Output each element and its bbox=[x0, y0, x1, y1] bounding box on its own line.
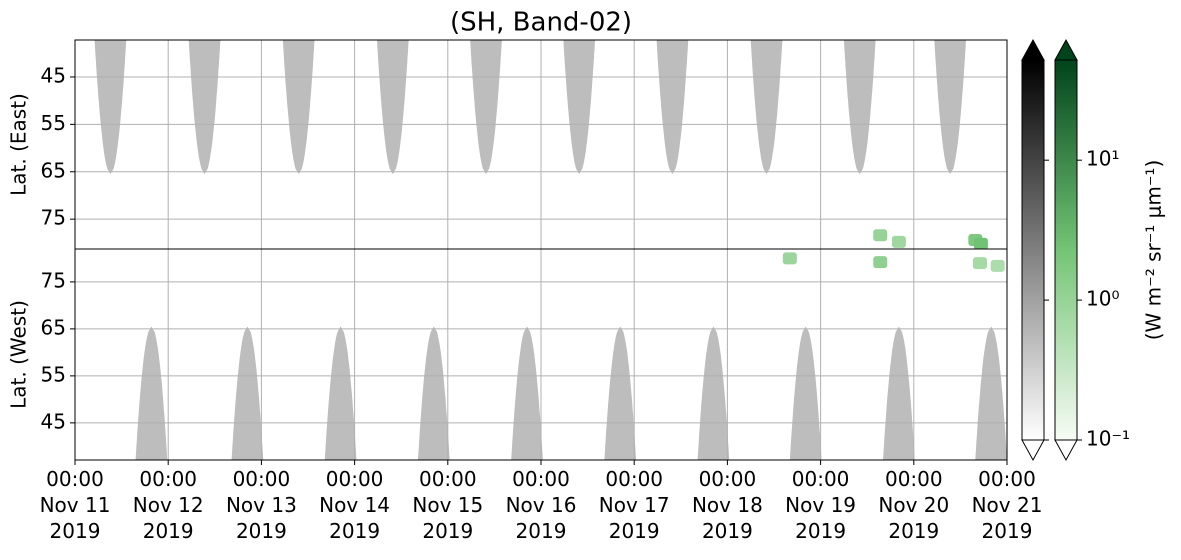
lobe bbox=[231, 326, 264, 460]
x-tick-label: 00:00 Nov 20 2019 bbox=[878, 467, 949, 543]
colorbar-extend-bottom bbox=[1054, 439, 1078, 462]
colorbar-frame bbox=[1054, 59, 1078, 441]
x-tick-label: 00:00 Nov 12 2019 bbox=[133, 467, 204, 543]
colorbar-extend-top bbox=[1054, 38, 1078, 61]
y-tick-label: 55 bbox=[41, 111, 66, 135]
lobe bbox=[135, 326, 168, 460]
lobe bbox=[282, 40, 315, 175]
y-tick-label: 65 bbox=[41, 315, 66, 339]
lobe bbox=[934, 40, 966, 175]
colorbar-tick-label: 10¹ bbox=[1086, 147, 1119, 171]
lobe bbox=[94, 40, 127, 175]
x-tick-label: 00:00 Nov 14 2019 bbox=[319, 467, 390, 543]
y-axis-label: Lat. (West) bbox=[7, 300, 31, 409]
green-cell bbox=[891, 235, 906, 248]
lobe bbox=[563, 40, 596, 175]
x-tick-label: 00:00 Nov 18 2019 bbox=[692, 467, 763, 543]
y-tick-label: 55 bbox=[41, 362, 66, 386]
x-tick-label: 00:00 Nov 17 2019 bbox=[599, 467, 670, 543]
lobe bbox=[843, 40, 876, 175]
x-tick-label: 00:00 Nov 13 2019 bbox=[226, 467, 297, 543]
y-tick-label: 75 bbox=[41, 206, 66, 230]
x-tick-label: 00:00 Nov 15 2019 bbox=[412, 467, 483, 543]
colorbar-extend-top bbox=[1021, 38, 1045, 61]
lobe bbox=[511, 326, 543, 460]
colorbar bbox=[1022, 60, 1044, 440]
colorbar-label: (W m⁻² sr⁻¹ μm⁻¹) bbox=[1142, 160, 1166, 341]
x-tick-label: 00:00 Nov 16 2019 bbox=[506, 467, 577, 543]
y-tick-label: 45 bbox=[41, 63, 66, 87]
lobe bbox=[789, 326, 822, 460]
green-cell bbox=[873, 256, 888, 269]
colorbar-tick-label: 10⁰ bbox=[1086, 287, 1119, 311]
colorbar bbox=[1055, 60, 1077, 440]
y-tick-label: 45 bbox=[41, 409, 66, 433]
green-cell bbox=[990, 259, 1005, 272]
lobe bbox=[418, 326, 450, 460]
chart-title: (SH, Band-02) bbox=[450, 8, 632, 38]
x-tick-label: 00:00 Nov 19 2019 bbox=[785, 467, 856, 543]
y-tick-label: 75 bbox=[41, 268, 66, 292]
lobe bbox=[697, 326, 730, 460]
colorbar-frame bbox=[1021, 59, 1045, 441]
green-cell bbox=[972, 257, 987, 270]
lobe bbox=[470, 40, 502, 175]
lobe bbox=[883, 326, 915, 460]
lobe bbox=[750, 40, 783, 175]
lobe bbox=[656, 40, 689, 175]
green-cell bbox=[782, 252, 797, 265]
lobe bbox=[975, 326, 1007, 460]
lobe bbox=[377, 40, 409, 175]
x-tick-label: 00:00 Nov 21 2019 bbox=[972, 467, 1043, 543]
green-cell bbox=[873, 229, 888, 242]
y-tick-label: 65 bbox=[41, 158, 66, 182]
lobe bbox=[604, 326, 637, 460]
colorbar-tick-label: 10⁻¹ bbox=[1086, 427, 1130, 451]
lobe bbox=[188, 40, 221, 175]
green-cell bbox=[973, 237, 988, 250]
x-tick-label: 00:00 Nov 11 2019 bbox=[40, 467, 111, 543]
colorbar-extend-bottom bbox=[1021, 439, 1045, 462]
y-axis-label: Lat. (East) bbox=[7, 93, 31, 196]
lobe bbox=[324, 326, 357, 460]
